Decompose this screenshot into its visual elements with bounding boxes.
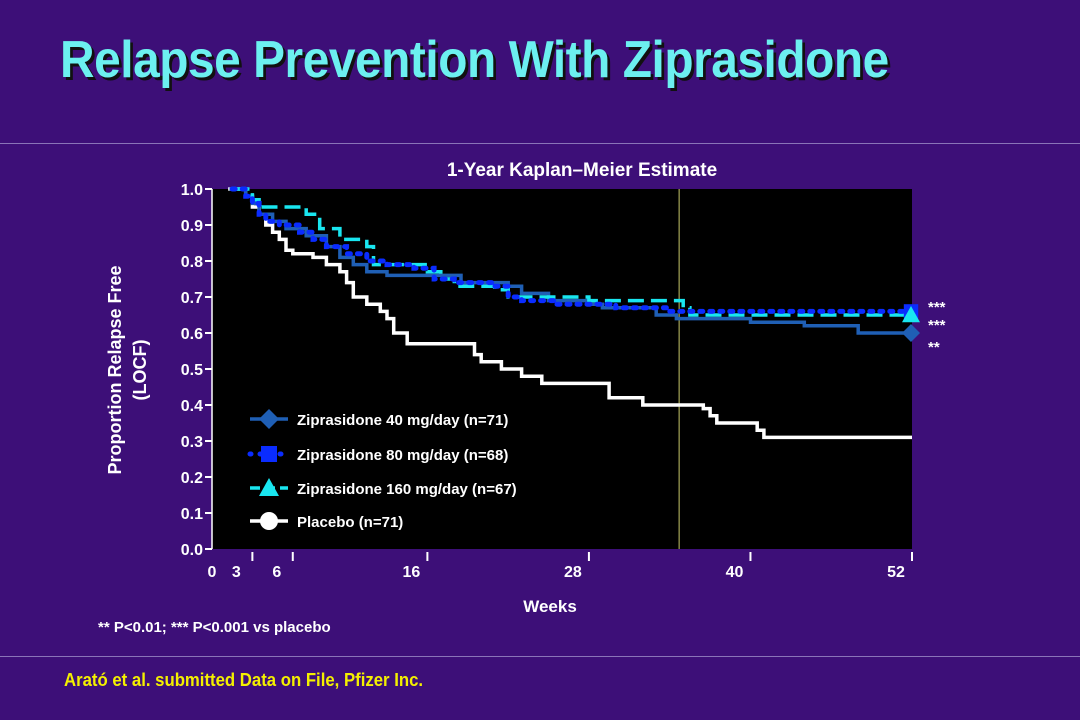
slide-title: Relapse Prevention With Ziprasidone — [60, 31, 889, 89]
significance-label-1: *** — [928, 317, 946, 334]
y-axis-label: Proportion Relapse Free — [105, 265, 125, 474]
legend-marker-1 — [261, 446, 277, 462]
legend-marker-0 — [259, 409, 279, 429]
legend-label-3: Placebo (n=71) — [297, 514, 403, 531]
legend-label-1: Ziprasidone 80 mg/day (n=68) — [297, 447, 508, 464]
significance-footnote: ** P<0.01; *** P<0.001 vs placebo — [98, 619, 331, 636]
series-line-1 — [229, 186, 915, 314]
y-tick-label-9: 0.9 — [181, 218, 203, 235]
x-axis-label: Weeks — [523, 597, 577, 616]
significance-label-2: *** — [928, 299, 946, 316]
y-tick-label-4: 0.4 — [181, 398, 203, 415]
y-tick-label-0: 0.0 — [181, 542, 203, 559]
legend-label-0: Ziprasidone 40 mg/day (n=71) — [297, 412, 508, 429]
y-tick-label-1: 0.1 — [181, 506, 203, 523]
y-tick-label-6: 0.6 — [181, 326, 203, 343]
series-line-3 — [228, 187, 912, 440]
legend-marker-2 — [259, 478, 279, 496]
y-axis-label-sub: (LOCF) — [130, 340, 150, 401]
x-tick-label-4: 28 — [564, 564, 582, 581]
y-tick-label-3: 0.3 — [181, 434, 203, 451]
x-tick-label-5: 40 — [726, 564, 744, 581]
legend-marker-3 — [260, 512, 278, 530]
plot-area — [212, 189, 912, 549]
x-tick-label-0: 0 — [208, 564, 217, 581]
end-marker-0 — [902, 324, 920, 342]
significance-label-0: ** — [928, 339, 940, 356]
y-tick-label-2: 0.2 — [181, 470, 203, 487]
x-tick-label-2: 6 — [272, 564, 281, 581]
x-tick-label-3: 16 — [402, 564, 420, 581]
y-tick-label-7: 0.7 — [181, 290, 203, 307]
chart-title: 1-Year Kaplan–Meier Estimate — [447, 160, 717, 181]
y-tick-label-5: 0.5 — [181, 362, 203, 379]
y-tick-label-8: 0.8 — [181, 254, 203, 271]
legend-label-2: Ziprasidone 160 mg/day (n=67) — [297, 481, 517, 498]
x-tick-label-1: 3 — [232, 564, 241, 581]
bottom-divider — [0, 656, 1080, 657]
y-tick-label-10: 1.0 — [181, 182, 203, 199]
source-citation: Arató et al. submitted Data on File, Pfi… — [64, 670, 424, 690]
series-line-2 — [233, 187, 912, 317]
x-tick-label-6: 52 — [887, 564, 905, 581]
end-marker-2 — [902, 306, 920, 323]
top-divider — [0, 143, 1080, 144]
